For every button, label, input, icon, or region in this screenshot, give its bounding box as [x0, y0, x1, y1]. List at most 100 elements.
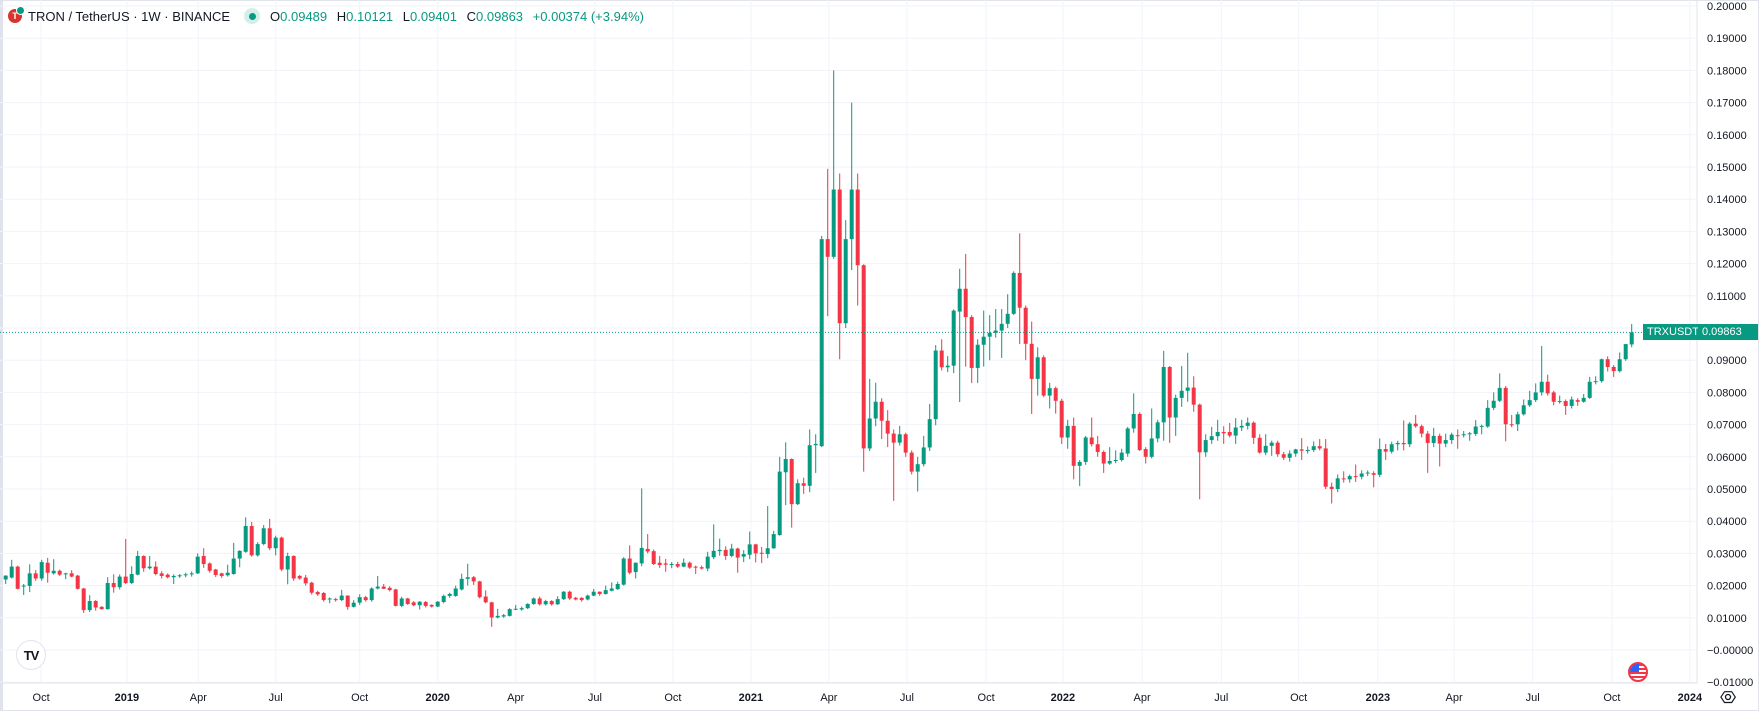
- candle-up: [1311, 441, 1316, 452]
- candle-up: [1347, 474, 1352, 483]
- candle-body: [381, 586, 386, 589]
- candle-down: [483, 590, 488, 604]
- candle-down: [57, 569, 62, 576]
- candle-up: [1449, 432, 1454, 444]
- candle-down: [99, 606, 104, 610]
- time-axis[interactable]: Oct 2019 Apr Jul Oct 2020 Apr Jul Oct 2021 Apr Jul O…: [33, 692, 1703, 704]
- price-tick-label: 0.20000: [1707, 1, 1747, 13]
- candle-body: [117, 576, 122, 588]
- price-tick-label: 0.07000: [1707, 420, 1747, 432]
- candle-down: [249, 521, 254, 557]
- candle-up: [633, 562, 638, 579]
- candle-body: [165, 574, 170, 578]
- price-axis[interactable]: 0.20000 0.19000 0.18000 0.17000 0.16000 0.150…: [1707, 1, 1753, 689]
- candle-down: [1281, 451, 1286, 461]
- candle-body: [669, 564, 674, 566]
- candle-up: [21, 583, 26, 595]
- symbol-title[interactable]: TRON / TetherUS · 1W · BINANCE: [28, 8, 231, 24]
- candle-body: [1599, 359, 1604, 382]
- candle-body: [213, 569, 218, 575]
- candle-body: [147, 566, 152, 569]
- price-tick-label: 0.12000: [1707, 259, 1747, 271]
- candle-up: [525, 603, 530, 610]
- candle-body: [1191, 387, 1196, 405]
- candle-body: [447, 593, 452, 596]
- price-tick-label: 0.14000: [1707, 194, 1747, 206]
- candle-down: [1353, 464, 1358, 482]
- candle-body: [969, 317, 974, 368]
- candle-up: [1155, 419, 1160, 443]
- candle-body: [261, 528, 266, 545]
- candle-up: [921, 435, 926, 467]
- candle-body: [1317, 446, 1322, 449]
- candle-up: [1407, 422, 1412, 448]
- time-tick-label: Apr: [1446, 692, 1463, 704]
- candle-body: [1023, 307, 1028, 344]
- candle-up: [1473, 420, 1478, 436]
- market-status-icon[interactable]: [244, 8, 261, 24]
- candle-body: [627, 558, 632, 573]
- candle-body: [825, 239, 830, 257]
- candle-body: [231, 558, 236, 575]
- candle-up: [771, 530, 776, 549]
- candle-down: [549, 600, 554, 606]
- candle-body: [609, 588, 614, 591]
- candle-body: [45, 562, 50, 573]
- candle-body: [417, 601, 422, 606]
- candle-up: [1485, 400, 1490, 428]
- candle-body: [891, 433, 896, 443]
- candle-down: [1299, 438, 1304, 461]
- candle-down: [1509, 414, 1514, 428]
- candle-down: [123, 538, 128, 584]
- candle-up: [105, 577, 110, 610]
- candle-down: [855, 173, 860, 306]
- candle-body: [1293, 449, 1298, 454]
- time-tick-label: Oct: [664, 692, 681, 704]
- candle-down: [1095, 435, 1100, 457]
- candle-body: [1215, 432, 1220, 437]
- low-value: 0.09401: [410, 8, 458, 24]
- candle-down: [891, 429, 896, 501]
- candle-up: [135, 550, 140, 576]
- candle-body: [1209, 436, 1214, 441]
- candle-down: [801, 477, 806, 494]
- candle-body: [807, 445, 812, 486]
- candle-body: [675, 564, 680, 567]
- candle-up: [231, 542, 236, 575]
- candle-up: [1527, 390, 1532, 407]
- price-tick-label: 0.03000: [1707, 548, 1747, 560]
- candle-up: [747, 531, 752, 560]
- candle-body: [579, 597, 584, 601]
- candle-down: [879, 398, 884, 440]
- open-value: 0.09489: [280, 8, 328, 24]
- candle-body: [747, 544, 752, 555]
- us-flag-event-icon[interactable]: [1628, 662, 1648, 682]
- candle-down: [213, 568, 218, 577]
- candle-body: [651, 551, 656, 565]
- candle-body: [1497, 387, 1502, 401]
- candle-up: [1131, 393, 1136, 433]
- candle-body: [333, 599, 338, 601]
- candle-up: [1263, 434, 1268, 456]
- candle-down: [1023, 305, 1028, 361]
- price-tick-label: 0.18000: [1707, 65, 1747, 77]
- candle-body: [849, 189, 854, 240]
- candle-body: [951, 310, 956, 366]
- candle-body: [1587, 381, 1592, 398]
- tradingview-logo-icon[interactable]: TV: [16, 640, 46, 670]
- candle-up: [3, 575, 8, 584]
- candle-body: [369, 588, 374, 601]
- candle-down: [969, 315, 974, 384]
- candle-body: [1575, 400, 1580, 402]
- candle-down: [345, 595, 350, 610]
- candle-body: [801, 483, 806, 486]
- candle-body: [885, 420, 890, 434]
- candle-down: [1317, 439, 1322, 451]
- candle-up: [63, 572, 68, 580]
- candle-body: [639, 547, 644, 564]
- settings-gear-icon[interactable]: [1720, 689, 1736, 705]
- candle-up: [561, 591, 566, 601]
- candle-down: [1401, 420, 1406, 451]
